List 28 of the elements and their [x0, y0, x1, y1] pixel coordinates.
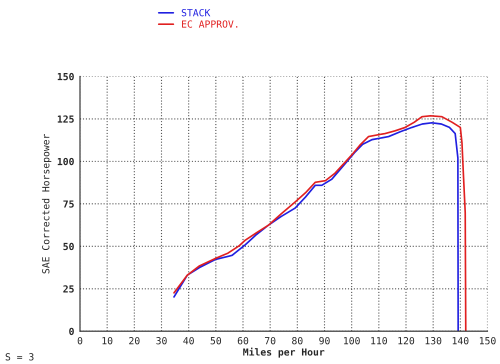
x-tick-label: 90: [319, 337, 330, 344]
legend-label: EC APPROV.: [182, 20, 238, 28]
x-tick-label: 30: [156, 337, 167, 344]
x-tick-label: 0: [78, 337, 82, 344]
legend-label: STACK: [182, 8, 210, 16]
x-tick-label: 60: [238, 337, 248, 344]
x-axis-title: Miles per Hour: [243, 348, 324, 358]
x-tick-label: 150: [480, 337, 496, 344]
y-tick-label: 50: [63, 242, 74, 250]
x-tick-label: 120: [398, 337, 414, 344]
x-tick-label: 50: [210, 337, 222, 344]
x-tick-label: 40: [183, 337, 194, 344]
text: S = 3: [6, 353, 34, 360]
y-tick-label: 0: [69, 328, 74, 336]
x-tick-label: 70: [264, 337, 276, 344]
y-tick-label: 75: [63, 200, 74, 208]
y-tick-label: 150: [58, 72, 74, 80]
x-tick-label: 100: [344, 337, 360, 344]
y-axis-title: SAE Corrected Horsepower: [42, 134, 52, 274]
x-tick-label: 130: [426, 337, 442, 344]
x-tick-label: 10: [102, 337, 112, 344]
y-tick-label: 25: [63, 285, 74, 293]
x-tick-label: 110: [371, 337, 387, 344]
y-tick-label: 125: [58, 115, 74, 123]
x-tick-label: 20: [129, 337, 140, 344]
y-tick-label: 100: [58, 158, 74, 166]
x-tick-label: 80: [292, 337, 303, 344]
x-tick-label: 140: [452, 337, 468, 344]
